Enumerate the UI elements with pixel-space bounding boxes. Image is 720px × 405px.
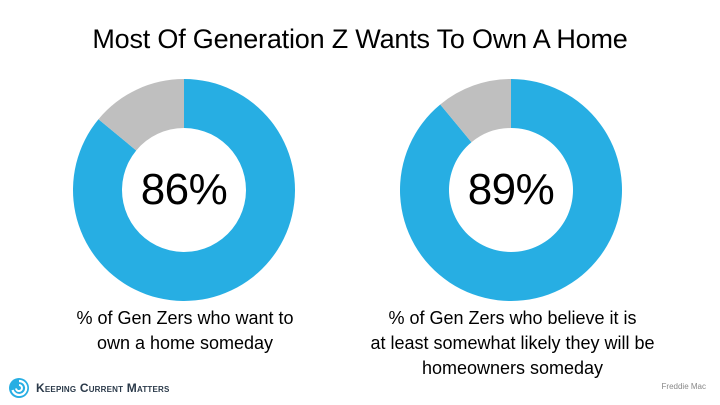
donut-slice-yes: [400, 79, 622, 301]
donut-slice-remainder: [440, 79, 511, 143]
donut-slice-yes: [72, 79, 295, 301]
donut-chart-own-home: 86%: [72, 78, 296, 302]
donut-center-label: 86%: [140, 165, 228, 214]
donut-svg-own-home: [72, 79, 295, 301]
donut-chart-likely-homeowner: 89%: [399, 78, 623, 302]
source-label: Freddie Mac: [661, 382, 706, 391]
donut-slice-remainder: [98, 79, 184, 151]
chart-title: Most Of Generation Z Wants To Own A Home: [92, 24, 628, 54]
caption-line: % of Gen Zers who believe it is: [388, 308, 637, 328]
donut-center-label: 89%: [467, 165, 555, 214]
donut-caption-likely-homeowner: % of Gen Zers who believe it is at least…: [345, 306, 680, 381]
kcm-logo: Keeping Current Matters: [8, 376, 170, 400]
donut-caption-own-home: % of Gen Zers who want to own a home som…: [20, 306, 350, 356]
logo-text: Keeping Current Matters: [36, 381, 170, 395]
donut-svg-likely-homeowner: [400, 79, 622, 301]
kcm-spiral-icon: [9, 378, 29, 398]
caption-line: own a home someday: [96, 333, 274, 353]
caption-line: homeowners someday: [421, 358, 604, 378]
caption-line: at least somewhat likely they will be: [370, 333, 655, 353]
caption-line: % of Gen Zers who want to: [76, 308, 294, 328]
